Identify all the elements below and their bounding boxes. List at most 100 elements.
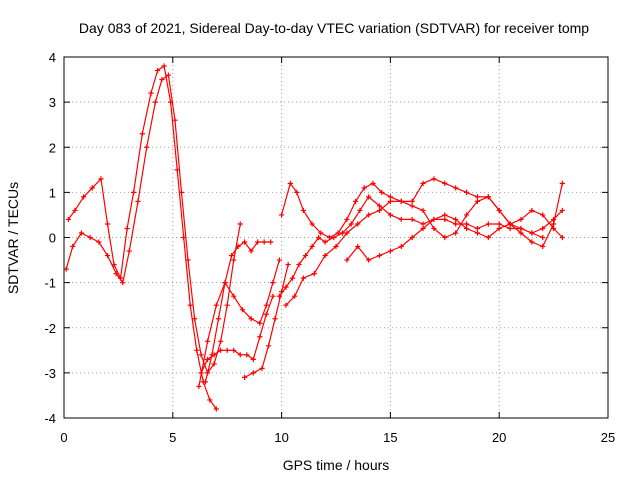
data-point [344, 230, 350, 236]
y-tick-label: -1 [44, 276, 56, 291]
data-point [540, 225, 546, 232]
data-point [463, 189, 470, 195]
data-point [333, 243, 339, 250]
data-point [244, 352, 250, 358]
data-point [224, 302, 230, 308]
y-tick-label: -3 [44, 366, 56, 381]
data-point [152, 99, 158, 105]
data-point [211, 352, 217, 358]
data-point [366, 212, 372, 218]
data-point [235, 243, 241, 250]
data-point [126, 248, 132, 254]
data-point [326, 234, 333, 241]
y-tick-label: 1 [49, 185, 56, 200]
data-point [283, 302, 289, 308]
data-point [148, 90, 154, 96]
data-point [87, 234, 93, 241]
data-point [409, 216, 415, 223]
data-point [348, 221, 354, 227]
data-point [172, 117, 178, 123]
data-point [139, 131, 145, 137]
data-point [420, 207, 426, 214]
data-point [496, 207, 502, 214]
plot-frame [63, 56, 609, 419]
series-line [278, 196, 563, 297]
data-point [120, 280, 126, 286]
data-point [279, 212, 285, 218]
data-point [202, 379, 209, 385]
y-tick-label: 4 [49, 50, 56, 65]
data-point [104, 252, 111, 259]
data-point [529, 239, 535, 245]
series-line [281, 178, 563, 248]
data-point [98, 176, 104, 182]
data-point [72, 207, 78, 214]
data-point [287, 180, 293, 186]
data-point [322, 252, 328, 259]
data-point [409, 198, 415, 204]
data-point [540, 234, 546, 241]
data-point [300, 275, 306, 281]
data-point [161, 63, 167, 69]
data-point [276, 257, 283, 263]
data-point [474, 225, 481, 232]
data-point [474, 198, 481, 204]
data-point [387, 212, 393, 218]
data-point [431, 176, 437, 182]
data-point [259, 365, 265, 371]
data-point [218, 347, 224, 353]
data-point [257, 334, 263, 340]
data-point [366, 257, 372, 263]
data-point [257, 320, 263, 326]
data-point [420, 180, 426, 186]
data-point [315, 234, 322, 241]
y-tick-label: 3 [49, 95, 56, 110]
data-point [70, 243, 76, 250]
data-point [551, 221, 557, 227]
data-point [398, 198, 404, 204]
data-point [198, 352, 204, 358]
data-point [268, 239, 274, 245]
data-point [309, 221, 315, 227]
series-track-5 [196, 257, 283, 390]
data-point [442, 234, 448, 241]
series-line [67, 65, 217, 410]
y-tick-label: -4 [44, 411, 56, 426]
data-point [309, 243, 315, 250]
series-track-4 [198, 293, 276, 376]
data-point [187, 302, 193, 308]
data-point [496, 225, 502, 232]
series-track-1 [65, 63, 219, 412]
data-point [228, 252, 235, 259]
data-point [205, 356, 211, 362]
data-point [159, 76, 165, 83]
data-point [231, 347, 237, 353]
data-point [213, 302, 219, 308]
data-point [344, 257, 350, 263]
x-tick-label: 25 [601, 430, 615, 445]
data-point [540, 243, 546, 250]
data-point [387, 198, 393, 204]
data-point [213, 406, 219, 412]
data-point [453, 216, 459, 223]
data-point [335, 230, 341, 236]
data-point [507, 225, 513, 232]
data-point [366, 194, 372, 200]
data-point [237, 221, 243, 227]
data-point [222, 280, 228, 286]
data-point [154, 67, 161, 74]
data-point [265, 343, 272, 349]
data-point [398, 243, 404, 250]
data-point [474, 194, 481, 200]
data-point [78, 230, 85, 236]
series-track-3 [202, 239, 274, 385]
data-point [250, 356, 256, 362]
data-point [300, 207, 306, 214]
y-tick-label: 0 [49, 231, 56, 246]
data-point [104, 221, 111, 227]
data-point [311, 271, 317, 277]
data-point [255, 239, 261, 245]
data-point [431, 225, 437, 232]
